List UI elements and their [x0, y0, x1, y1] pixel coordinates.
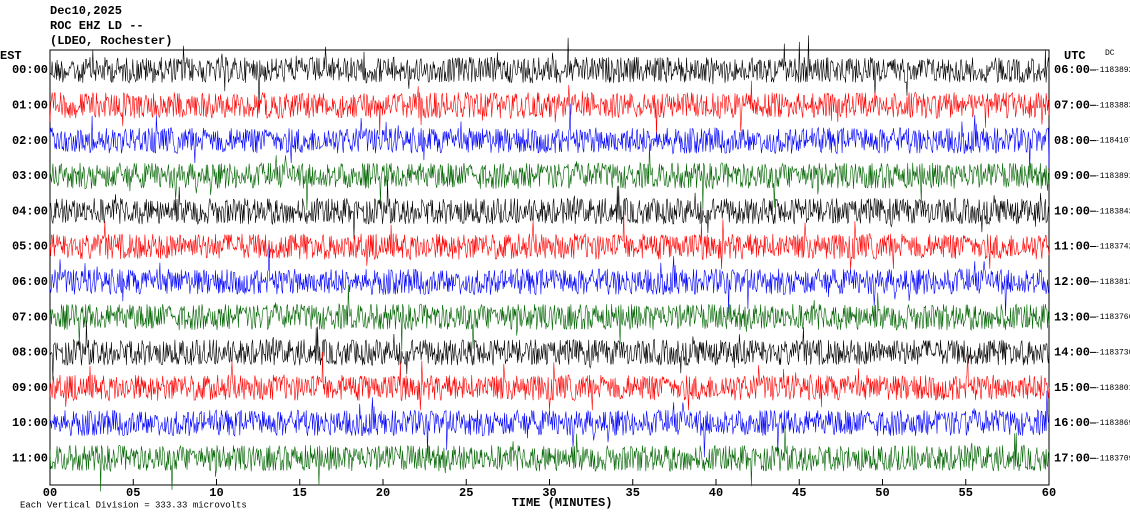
trace	[49, 350, 1050, 411]
dc-value: -1183843	[1095, 207, 1130, 216]
trace	[49, 35, 1050, 109]
dc-value: -1183891	[1095, 172, 1130, 181]
right-time-label: 12:00	[1054, 275, 1090, 289]
left-time-label: 09:00	[12, 381, 48, 395]
dc-value: -1183742	[1095, 243, 1130, 252]
title-line: Dec10,2025	[50, 4, 122, 18]
right-time-label: 07:00	[1054, 98, 1090, 112]
x-tick-label: 60	[1042, 486, 1056, 500]
left-time-label: 08:00	[12, 346, 48, 360]
left-time-label: 10:00	[12, 416, 48, 430]
dc-value: -1183883	[1095, 101, 1130, 110]
title-line: (LDEO, Rochester)	[50, 34, 172, 48]
x-tick-label: 50	[875, 486, 889, 500]
dc-value: -1183892	[1095, 66, 1130, 75]
left-time-label: 00:00	[12, 63, 48, 77]
title-line: ROC EHZ LD --	[50, 19, 144, 33]
x-tick-label: 30	[542, 486, 556, 500]
trace	[49, 426, 1050, 492]
x-tick-label: 15	[293, 486, 307, 500]
x-tick-label: 55	[959, 486, 973, 500]
right-time-label: 16:00	[1054, 416, 1090, 430]
left-time-label: 03:00	[12, 169, 48, 183]
dc-value: -1183730	[1095, 349, 1130, 358]
x-tick-label: 20	[376, 486, 390, 500]
x-tick-label: 45	[792, 486, 806, 500]
left-time-label: 06:00	[12, 275, 48, 289]
right-time-label: 17:00	[1054, 451, 1090, 465]
right-time-label: 13:00	[1054, 310, 1090, 324]
trace	[49, 80, 1050, 138]
trace	[49, 321, 1050, 381]
trace	[49, 103, 1050, 172]
left-time-label: 05:00	[12, 240, 48, 254]
dc-value: -1183801	[1095, 384, 1130, 393]
scale-note: Each Vertical Division = 333.33 microvol…	[20, 500, 247, 510]
x-tick-label: 35	[626, 486, 640, 500]
right-time-label: 14:00	[1054, 346, 1090, 360]
dc-value: -1183869	[1095, 419, 1130, 428]
trace	[49, 179, 1050, 240]
trace	[49, 210, 1050, 270]
right-axis-label: UTC	[1064, 49, 1086, 63]
dc-value: -1183766	[1095, 313, 1130, 322]
right-time-label: 09:00	[1054, 169, 1090, 183]
left-time-label: 02:00	[12, 134, 48, 148]
right-time-label: 08:00	[1054, 134, 1090, 148]
x-tick-label: 10	[209, 486, 223, 500]
right-time-label: 06:00	[1054, 63, 1090, 77]
left-time-label: 07:00	[12, 310, 48, 324]
left-time-label: 01:00	[12, 98, 48, 112]
right-time-label: 10:00	[1054, 204, 1090, 218]
x-axis-label: TIME (MINUTES)	[512, 496, 613, 510]
right-time-label: 15:00	[1054, 381, 1090, 395]
left-time-label: 11:00	[12, 451, 48, 465]
traces	[49, 35, 1050, 492]
right-time-label: 11:00	[1054, 240, 1090, 254]
left-time-label: 04:00	[12, 204, 48, 218]
dc-value: -1183709	[1095, 454, 1130, 463]
trace	[49, 284, 1050, 351]
labels: Dec10,2025 ROC EHZ LD -- (LDEO, Rocheste…	[0, 4, 1130, 510]
left-axis-label: EST	[0, 49, 22, 63]
dc-value: -1183813	[1095, 278, 1130, 287]
dc-label: DC	[1105, 49, 1115, 58]
trace	[49, 143, 1050, 211]
x-tick-label: 05	[126, 486, 140, 500]
x-tick-label: 40	[709, 486, 723, 500]
x-tick-label: 25	[459, 486, 473, 500]
trace	[49, 244, 1050, 317]
trace	[49, 390, 1050, 458]
dc-value: -1184107	[1095, 137, 1130, 146]
x-tick-label: 00	[43, 486, 57, 500]
